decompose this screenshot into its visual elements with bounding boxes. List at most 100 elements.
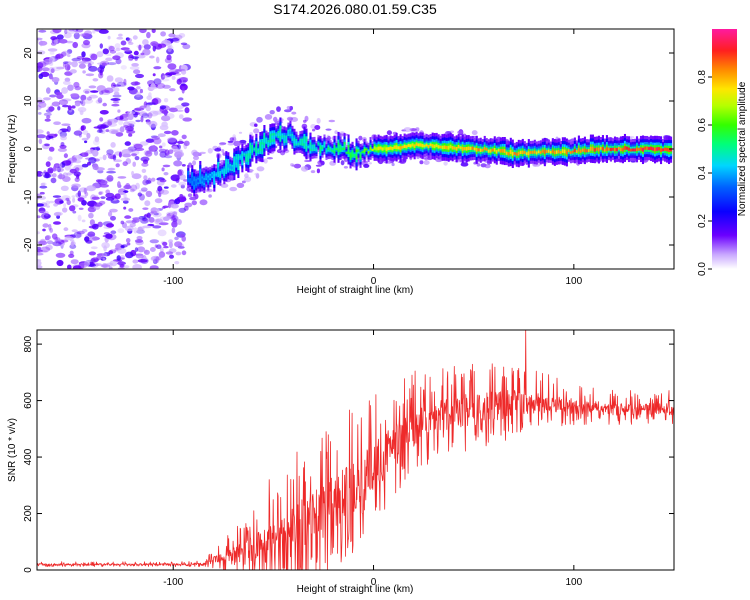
signal-cell	[285, 137, 288, 141]
noise-speckle	[71, 195, 76, 198]
noise-speckle	[163, 98, 169, 103]
signal-cell	[187, 174, 190, 179]
noise-speckle	[37, 249, 44, 253]
noise-speckle	[108, 128, 119, 135]
noise-speckle	[157, 229, 167, 237]
noise-speckle	[62, 61, 67, 65]
signal-cell	[335, 148, 338, 151]
noise-speckle	[66, 199, 71, 206]
signal-cell	[279, 131, 282, 136]
noise-speckle	[181, 164, 186, 167]
spectrogram-x-ticks: -100 0 100	[163, 29, 583, 287]
signal-cell	[409, 144, 412, 148]
noise-speckle	[105, 197, 115, 201]
noise-speckle	[59, 162, 63, 169]
halo-speckle	[368, 162, 372, 165]
signal-cell	[333, 147, 336, 152]
signal-cell	[275, 133, 278, 136]
noise-speckle	[147, 112, 153, 119]
noise-speckle	[163, 130, 172, 135]
noise-speckle	[123, 265, 130, 269]
signal-cell	[511, 151, 514, 156]
noise-speckle	[124, 225, 134, 232]
noise-speckle	[46, 240, 54, 245]
noise-speckle	[37, 231, 40, 235]
noise-speckle	[117, 261, 126, 266]
noise-speckle	[106, 75, 114, 82]
noise-speckle	[45, 161, 51, 168]
noise-speckle	[63, 153, 68, 159]
signal-cell	[247, 155, 250, 160]
halo-speckle	[301, 123, 308, 130]
signal-cell	[235, 158, 238, 163]
noise-speckle	[113, 91, 120, 96]
y-tick-label: -10	[23, 189, 34, 204]
halo-speckle	[192, 160, 197, 166]
noise-speckle	[174, 261, 180, 265]
colorbar-ticks: 0.0 0.2 0.4 0.6 0.8	[697, 70, 712, 276]
signal-cell	[435, 143, 438, 148]
noise-speckle	[125, 251, 134, 259]
signal-cell	[665, 147, 669, 152]
noise-speckle	[107, 167, 116, 171]
noise-speckle	[159, 105, 167, 110]
signal-cell	[629, 148, 633, 152]
signal-cell	[311, 146, 314, 150]
noise-speckle	[134, 147, 145, 151]
noise-speckle	[128, 133, 133, 137]
halo-speckle	[199, 199, 208, 206]
halo-speckle	[227, 142, 234, 146]
noise-speckle	[112, 94, 122, 98]
noise-speckle	[120, 40, 127, 46]
signal-cell	[569, 151, 572, 154]
noise-speckle	[48, 223, 52, 231]
noise-speckle	[49, 76, 54, 80]
noise-speckle	[84, 140, 88, 144]
noise-speckle	[128, 208, 134, 212]
x-tick-label: 100	[565, 577, 582, 588]
noise-speckle	[134, 247, 139, 253]
signal-cell	[237, 159, 240, 165]
signal-cell	[367, 151, 370, 154]
noise-speckle	[157, 133, 166, 138]
signal-cell	[527, 151, 530, 156]
noise-speckle	[47, 48, 58, 52]
signal-cell	[471, 146, 474, 150]
noise-speckle	[81, 117, 92, 124]
signal-cell	[525, 152, 528, 156]
noise-speckle	[162, 164, 171, 168]
noise-speckle	[72, 210, 77, 214]
noise-speckle	[69, 239, 75, 242]
noise-speckle	[53, 221, 61, 225]
noise-speckle	[140, 52, 145, 56]
noise-speckle	[53, 203, 58, 207]
halo-speckle	[387, 160, 392, 164]
signal-cell	[595, 147, 598, 151]
signal-cell	[303, 139, 306, 144]
noise-speckle	[90, 258, 96, 264]
noise-speckle	[168, 239, 174, 244]
signal-cell	[321, 146, 324, 150]
signal-cell	[651, 147, 655, 151]
noise-speckle	[165, 251, 174, 255]
noise-speckle	[71, 183, 81, 189]
signal-cell	[573, 148, 576, 153]
noise-speckle	[158, 222, 169, 226]
noise-speckle	[163, 186, 169, 189]
noise-speckle	[153, 256, 162, 261]
noise-speckle	[178, 181, 187, 186]
signal-cell	[357, 149, 360, 152]
signal-cell	[553, 150, 556, 155]
signal-cell	[203, 179, 206, 183]
noise-speckle	[116, 81, 127, 87]
signal-cell	[381, 147, 384, 151]
signal-cell	[233, 162, 236, 167]
noise-speckle	[90, 53, 98, 61]
noise-speckle	[134, 239, 144, 243]
noise-speckle	[134, 94, 144, 100]
noise-speckle	[121, 149, 132, 155]
halo-speckle	[286, 116, 294, 121]
noise-speckle	[71, 60, 78, 68]
signal-cell	[531, 150, 534, 154]
signal-cell	[413, 144, 416, 148]
